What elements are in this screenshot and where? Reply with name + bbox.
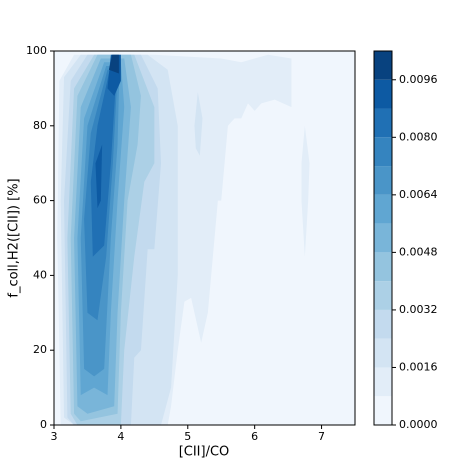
y-tick-label: 40 [33,268,47,281]
y-tick-label: 80 [33,119,47,132]
y-tick-label: 0 [40,418,47,431]
y-tick-label: 60 [33,194,47,207]
colorbar-band [374,194,392,224]
x-tick-label: 3 [51,430,58,443]
contour-region [301,125,310,257]
colorbar-tick-label: 0.0080 [399,130,438,143]
plot-frame [53,50,356,426]
x-tick-label: 6 [251,430,258,443]
colorbar-band [374,51,392,80]
colorbar-tick-label: 0.0064 [399,188,438,201]
colorbar-band [374,137,392,167]
contour-region [108,54,119,74]
colorbar-band [374,338,392,368]
y-tick-label: 100 [26,44,47,57]
contour-region [194,92,203,156]
contour-region [95,144,103,209]
colorbar-frame [373,50,393,426]
y-axis-label: f_coll,H2([CII]) [%] [7,178,22,297]
x-tick-label: 5 [184,430,191,443]
colorbar-tick-label: 0.0096 [399,73,438,86]
colorbar-tick-label: 0.0016 [399,360,438,373]
x-tick-label: 7 [318,430,325,443]
x-axis-label: [CII]/CO [179,445,230,460]
colorbar-band [374,309,392,339]
colorbar-band [374,252,392,282]
colorbar-tick-label: 0.0000 [399,418,438,431]
contour-region [90,73,117,257]
colorbar-tick-label: 0.0032 [399,303,438,316]
colorbar-band [374,281,392,310]
colorbar-tick-label: 0.0048 [399,245,438,258]
y-tick-label: 20 [33,343,47,356]
x-tick-label: 4 [117,430,124,443]
colorbar-band [374,166,392,195]
colorbar-band [374,367,392,397]
colorbar-band [374,108,392,138]
colorbar-band [374,79,392,109]
colorbar-band [374,396,392,425]
colorbar-band [374,223,392,253]
